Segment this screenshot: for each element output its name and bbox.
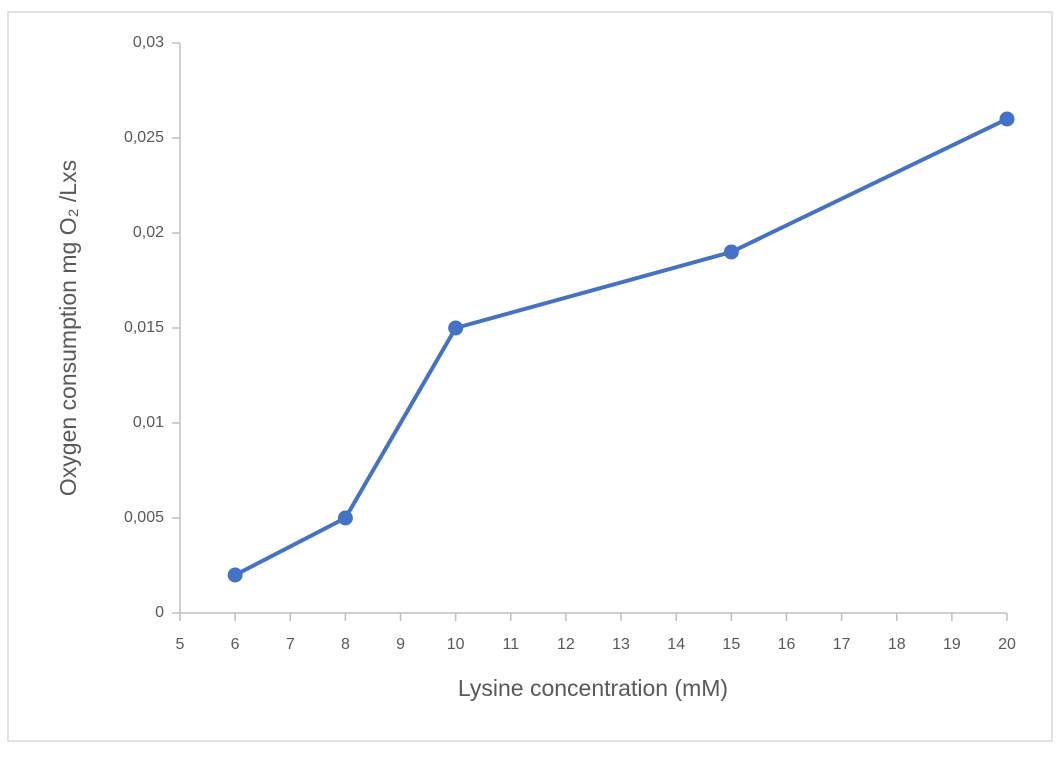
data-point: [448, 320, 464, 336]
x-tick-label: 8: [341, 636, 350, 653]
x-tick-label: 19: [943, 636, 961, 653]
data-point: [999, 111, 1015, 127]
x-tick-label: 7: [286, 636, 295, 653]
x-tick-label: 16: [778, 636, 796, 653]
x-tick-label: 5: [176, 636, 185, 653]
y-tick-label: 0,01: [133, 414, 164, 431]
x-tick-label: 15: [722, 636, 740, 653]
y-tick-label: 0: [155, 604, 164, 621]
data-point: [227, 567, 243, 583]
x-tick-label: 17: [833, 636, 851, 653]
x-tick-label: 14: [667, 636, 685, 653]
y-tick-label: 0,005: [124, 509, 164, 526]
y-tick-label: 0,02: [133, 224, 164, 241]
x-tick-label: 12: [557, 636, 575, 653]
chart-frame: [7, 11, 1053, 742]
x-axis-title: Lysine concentration (mM): [458, 675, 728, 701]
data-point: [723, 244, 739, 260]
y-tick-label: 0,015: [124, 319, 164, 336]
data-point: [337, 510, 353, 526]
x-tick-label: 20: [998, 636, 1016, 653]
x-tick-label: 18: [888, 636, 906, 653]
y-tick-label: 0,03: [133, 34, 164, 51]
x-tick-label: 6: [231, 636, 240, 653]
x-tick-label: 13: [612, 636, 630, 653]
y-tick-label: 0,025: [124, 129, 164, 146]
x-tick-label: 11: [502, 636, 519, 653]
y-axis-title: Oxygen consumption mg O₂ /Lxs: [55, 160, 81, 496]
x-tick-label: 10: [447, 636, 465, 653]
x-tick-label: 9: [396, 636, 405, 653]
